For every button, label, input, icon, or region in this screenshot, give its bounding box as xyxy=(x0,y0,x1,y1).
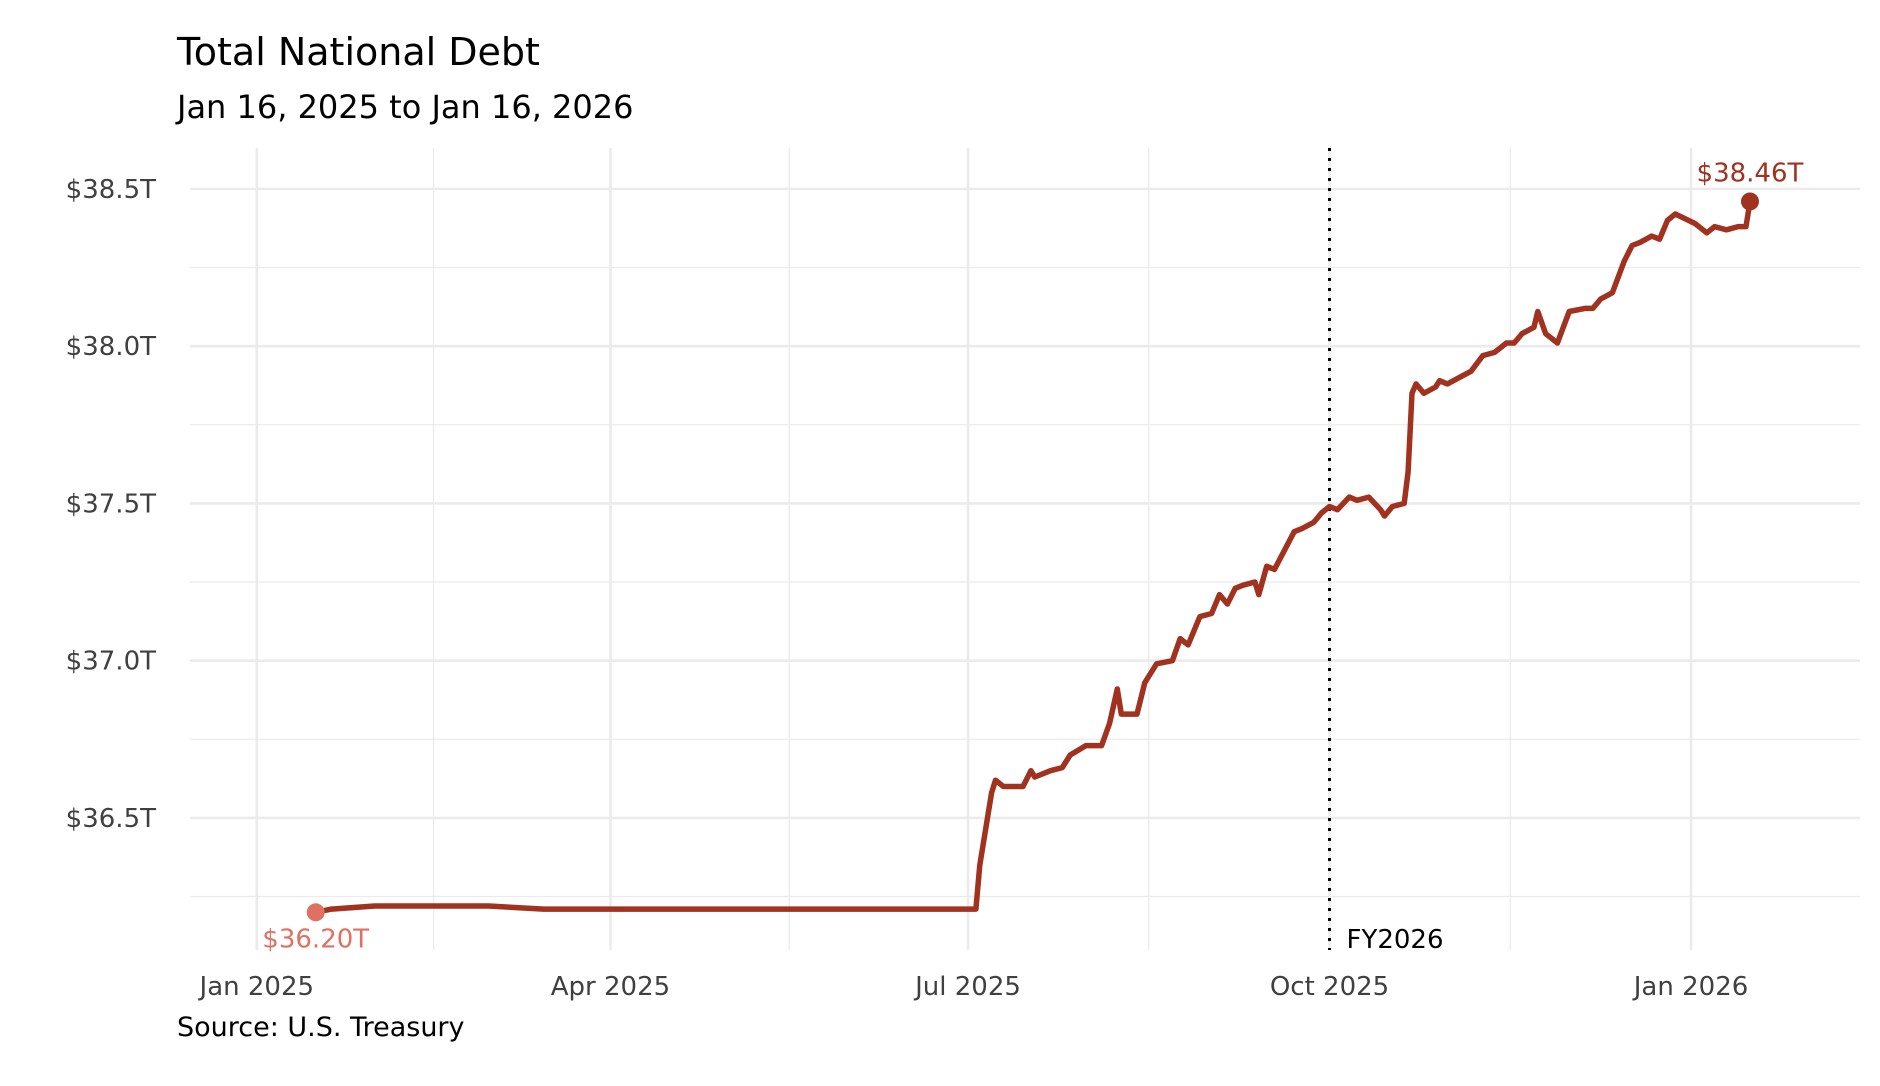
x-tick-label: Jan 2025 xyxy=(198,972,315,1002)
y-tick-label: $36.5T xyxy=(66,804,156,834)
x-tick-label: Apr 2025 xyxy=(551,972,670,1002)
chart-subtitle: Jan 16, 2025 to Jan 16, 2026 xyxy=(177,88,634,126)
y-tick-label: $38.0T xyxy=(66,332,156,362)
start-point xyxy=(306,903,325,922)
y-tick-label: $38.5T xyxy=(66,175,156,205)
debt-series-line xyxy=(312,198,1753,916)
end-value-label: $38.46T xyxy=(1697,158,1804,188)
chart-title: Total National Debt xyxy=(177,30,540,74)
source-note: Source: U.S. Treasury xyxy=(177,1012,465,1043)
fiscal-year-label: FY2026 xyxy=(1347,925,1444,955)
end-point xyxy=(1740,192,1759,211)
start-value-label: $36.20T xyxy=(262,924,369,954)
x-tick-label: Jul 2025 xyxy=(913,972,1021,1002)
x-tick-label: Oct 2025 xyxy=(1270,972,1389,1002)
y-tick-label: $37.5T xyxy=(66,489,156,519)
x-tick-label: Jan 2026 xyxy=(1632,972,1749,1002)
y-tick-label: $37.0T xyxy=(66,647,156,677)
